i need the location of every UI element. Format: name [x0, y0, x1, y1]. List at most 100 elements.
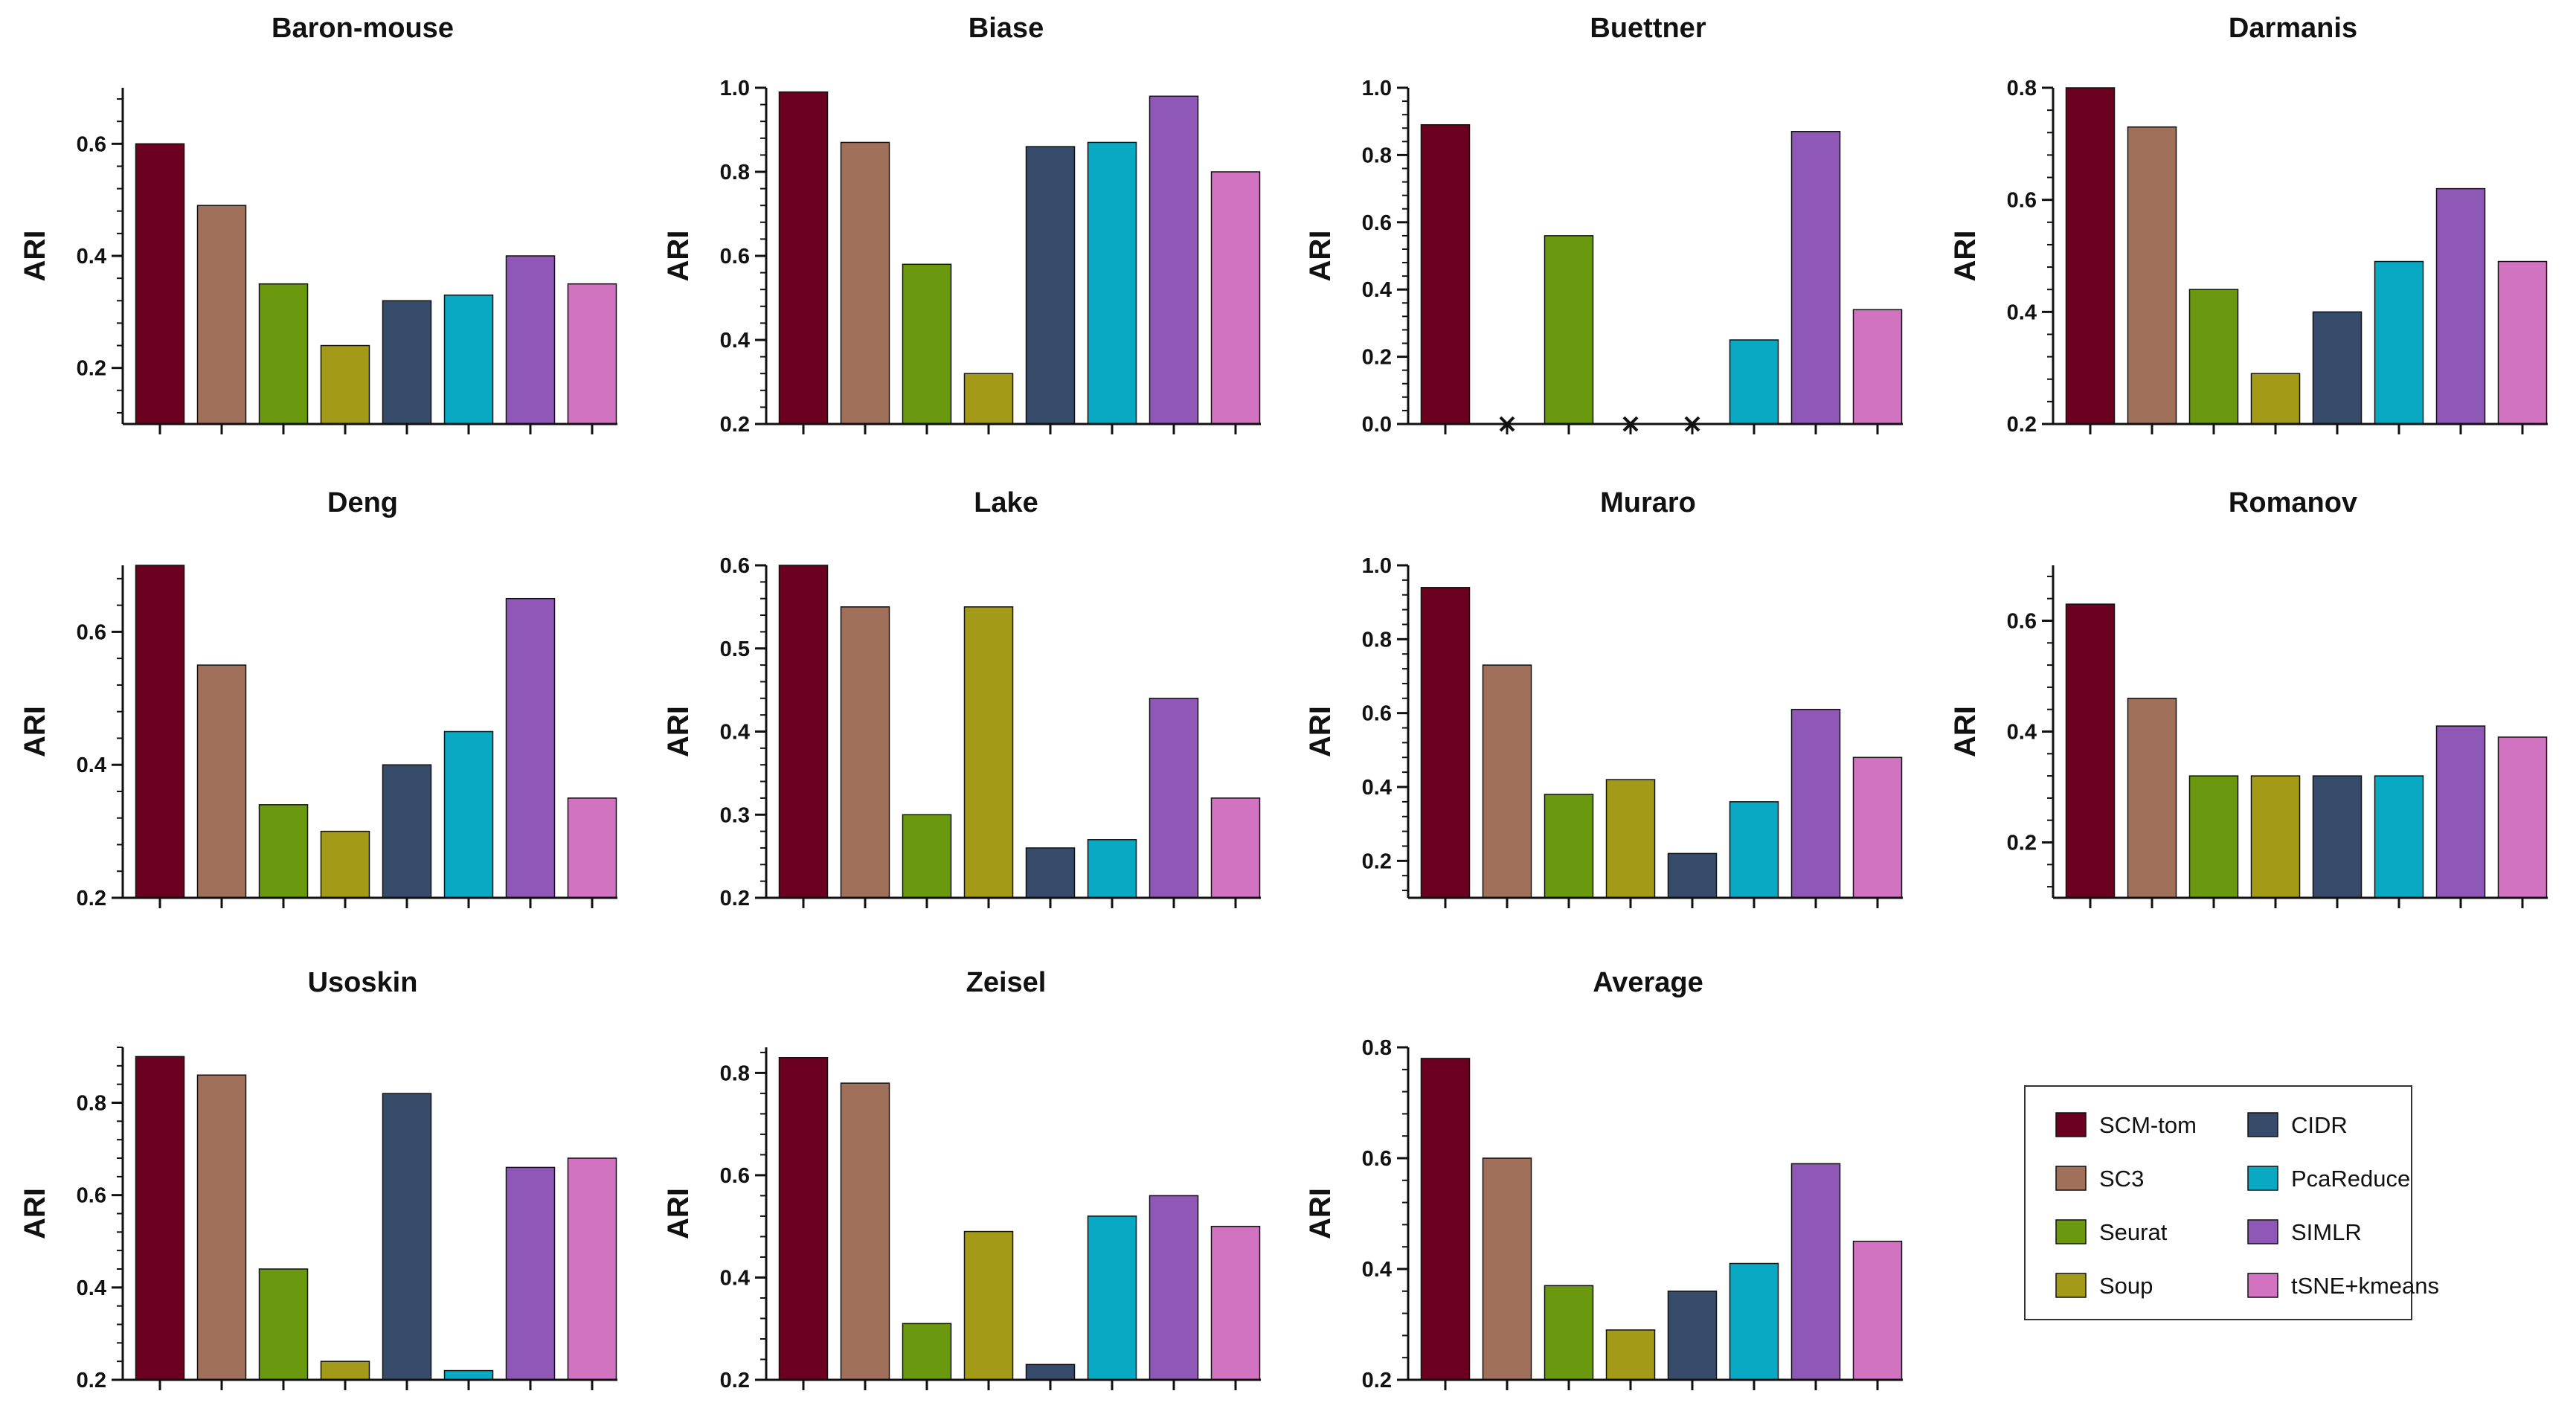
panel-title: Lake: [974, 487, 1038, 518]
bar-pcareduce: [1087, 1215, 1137, 1381]
bar-tsne-kmeans: [1852, 309, 1903, 425]
bar-seurat: [258, 804, 309, 899]
legend-label: tSNE+kmeans: [2291, 1273, 2439, 1299]
bar-seurat: [1544, 235, 1594, 425]
bar-seurat: [902, 263, 952, 425]
panel-buettner: Buettner ARI 0.0 0.2 0.4 0.6 0.8 1.0: [1304, 13, 1903, 437]
y-axis-label: ARI: [662, 1188, 695, 1239]
bar-scm-tom: [778, 91, 829, 425]
y-tick-label: 0.6: [77, 132, 106, 156]
bar-scm-tom: [135, 143, 185, 425]
y-tick-label: 0.4: [1362, 278, 1392, 302]
bar-simlr: [505, 255, 556, 425]
bar-seurat: [902, 1323, 952, 1381]
bar-tsne-kmeans: [1852, 1241, 1903, 1381]
y-axis-label: ARI: [662, 231, 695, 282]
legend-item-cidr: CIDR: [2247, 1112, 2348, 1138]
legend-label: SCM-tom: [2099, 1112, 2197, 1138]
bar-pcareduce: [1729, 1262, 1779, 1381]
y-tick-label: 0.6: [720, 554, 750, 578]
bar-cidr: [1025, 847, 1076, 899]
bar-pcareduce: [443, 294, 494, 425]
bar-soup: [320, 1360, 370, 1381]
y-tick-label: 0.2: [77, 357, 106, 381]
panel-baron-mouse: Baron-mouse ARI 0.2 0.4 0.6: [19, 13, 617, 434]
bar-cidr: [382, 764, 432, 899]
bar-sc3: [2127, 126, 2177, 425]
bar-sc3: [2127, 698, 2177, 899]
y-tick-label: 0.6: [1362, 211, 1392, 235]
legend-item-seurat: Seurat: [2055, 1219, 2168, 1245]
legend-swatch: [2247, 1112, 2278, 1137]
panel-title: Deng: [327, 487, 398, 518]
y-tick-label: 0.2: [2007, 832, 2037, 855]
bar-soup: [963, 606, 1014, 899]
bar-cidr: [2312, 311, 2363, 425]
legend-label: PcaReduce: [2291, 1166, 2410, 1192]
bar-soup: [320, 344, 370, 425]
bar-scm-tom: [2065, 603, 2116, 899]
y-tick-label: 0.8: [720, 1061, 750, 1085]
panel-title: Usoskin: [308, 967, 418, 998]
panel-romanov: Romanov ARI 0.2 0.4 0.6: [1949, 487, 2548, 908]
y-tick-label: 1.0: [1362, 554, 1392, 578]
panel-usoskin: Usoskin ARI 0.2 0.4 0.6 0.8: [19, 967, 617, 1392]
legend-swatch: [2055, 1219, 2087, 1244]
bar-soup: [1605, 1329, 1656, 1381]
bar-scm-tom: [1420, 123, 1471, 425]
bar-pcareduce: [443, 730, 494, 899]
bar-cidr: [382, 300, 432, 425]
legend-label: SC3: [2099, 1166, 2144, 1192]
y-tick-label: 0.0: [1362, 413, 1392, 437]
legend-swatch: [2055, 1273, 2087, 1298]
bar-sc3: [196, 205, 247, 425]
bar-soup: [2250, 373, 2301, 425]
y-tick-label: 0.2: [720, 1369, 750, 1392]
y-tick-label: 0.8: [720, 161, 750, 184]
y-tick-label: 0.4: [2007, 301, 2037, 324]
panel-biase: Biase ARI 0.2 0.4 0.6 0.8 1.0: [662, 13, 1261, 437]
bar-sc3: [840, 1082, 890, 1381]
bar-seurat: [902, 814, 952, 899]
legend-swatch: [2055, 1112, 2087, 1137]
bar-tsne-kmeans: [2497, 260, 2548, 425]
bar-sc3: [1482, 1157, 1532, 1381]
y-axis-label: ARI: [19, 706, 51, 757]
y-tick-label: 0.6: [1362, 702, 1392, 726]
y-tick-label: 0.8: [1362, 144, 1392, 167]
y-tick-label: 0.8: [77, 1092, 106, 1116]
y-tick-label: 0.4: [77, 1276, 106, 1300]
legend-item-tsne-kmeans: tSNE+kmeans: [2247, 1273, 2439, 1299]
y-tick-label: 0.4: [1362, 776, 1392, 800]
bar-soup: [963, 1230, 1014, 1381]
bar-pcareduce: [1087, 839, 1137, 899]
y-tick-label: 0.2: [1362, 1369, 1392, 1392]
panel-title: Baron-mouse: [272, 13, 454, 44]
legend-item-scm-tom: SCM-tom: [2055, 1112, 2197, 1138]
bar-simlr: [1790, 708, 1841, 899]
legend-swatch: [2247, 1273, 2278, 1298]
bar-simlr: [2435, 725, 2486, 899]
bar-simlr: [2435, 187, 2486, 425]
bar-cidr: [1667, 1291, 1718, 1381]
panel-title: Buettner: [1590, 13, 1706, 44]
bar-simlr: [1790, 1163, 1841, 1381]
bar-scm-tom: [135, 565, 185, 899]
y-tick-label: 0.6: [720, 1164, 750, 1188]
y-tick-label: 0.3: [720, 803, 750, 827]
y-tick-label: 0.4: [77, 754, 106, 777]
bar-seurat: [1544, 1285, 1594, 1381]
bar-soup: [1605, 779, 1656, 899]
y-axis-label: ARI: [1304, 706, 1337, 757]
legend-swatch: [2247, 1166, 2278, 1191]
y-tick-label: 0.8: [1362, 1036, 1392, 1060]
y-tick-label: 0.2: [720, 413, 750, 437]
legend-item-simlr: SIMLR: [2247, 1219, 2362, 1245]
bar-seurat: [2188, 775, 2239, 899]
bar-cidr: [1025, 146, 1076, 425]
legend-label: SIMLR: [2291, 1219, 2362, 1245]
legend-item-soup: Soup: [2055, 1273, 2153, 1299]
bar-tsne-kmeans: [567, 797, 617, 899]
bar-tsne-kmeans: [567, 283, 617, 425]
